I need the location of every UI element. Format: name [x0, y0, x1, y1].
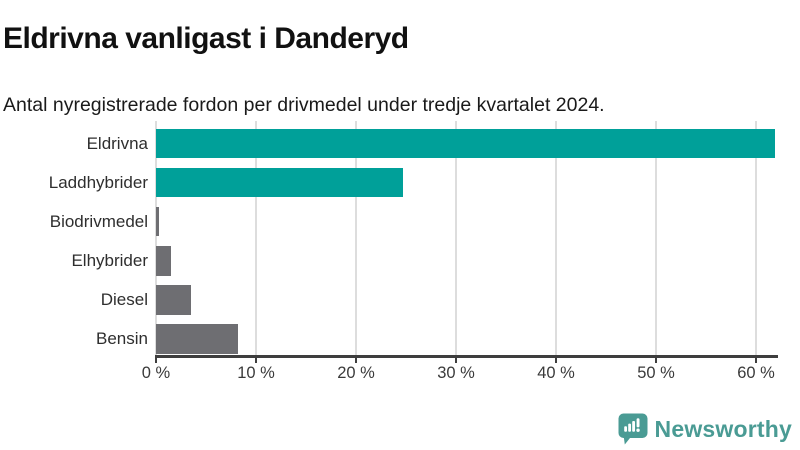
category-label: Eldrivna [86, 133, 148, 153]
chart-subtitle: Antal nyregistrerade fordon per drivmede… [3, 93, 605, 116]
plot-area [155, 121, 777, 356]
bar-bensin [156, 324, 238, 354]
x-tick-label: 60 % [737, 364, 775, 382]
bar-biodrivmedel [156, 206, 159, 237]
gridline [555, 121, 557, 356]
x-tick-label: 30 % [437, 364, 475, 382]
x-tick [355, 357, 357, 363]
category-label: Bensin [96, 329, 148, 349]
gridline [755, 121, 757, 356]
gridline [155, 121, 157, 356]
chart-title: Eldrivna vanligast i Danderyd [3, 22, 409, 56]
gridline [255, 121, 257, 356]
category-label: Elhybrider [71, 251, 148, 270]
bar-laddhybrider [156, 167, 403, 198]
bar-eldrivna [156, 128, 775, 158]
category-label: Laddhybrider [48, 172, 148, 192]
x-axis-line [155, 355, 778, 358]
bar-diesel [156, 285, 191, 315]
newsworthy-logo-text: Newsworthy [654, 416, 792, 442]
x-tick-label: 0 % [141, 364, 171, 382]
x-tick-label: 40 % [537, 364, 575, 382]
category-label: Biodrivmedel [49, 211, 148, 231]
newsworthy-logo[interactable]: Newsworthy [618, 413, 792, 446]
category-label: Diesel [100, 290, 148, 310]
x-tick [555, 357, 557, 363]
category-axis: Eldrivna Laddhybrider Biodrivmedel Elhybrid… [0, 121, 148, 356]
x-tick [155, 357, 157, 363]
x-tick [755, 357, 757, 363]
x-tick [655, 357, 657, 363]
bar-elhybrider [156, 246, 171, 276]
gridline [655, 121, 657, 356]
gridline [355, 121, 357, 356]
newsworthy-logo-icon [618, 413, 648, 446]
x-tick [255, 357, 257, 363]
x-tick [455, 357, 457, 363]
gridline [455, 121, 457, 356]
x-tick-label: 10 % [237, 364, 275, 382]
x-tick-label: 50 % [637, 364, 675, 382]
x-tick-label: 20 % [337, 364, 375, 382]
